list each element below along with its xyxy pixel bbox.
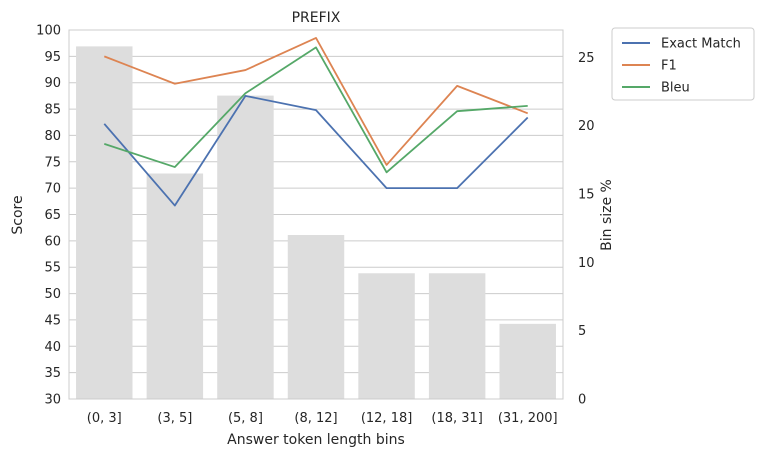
x-ticks: (0, 3] (3, 5] (5, 8] (8, 12] (12, 18] (18, 31… xyxy=(87,411,558,426)
bleu-line xyxy=(104,46,528,174)
y-tick-label: 90 xyxy=(44,76,61,91)
y-tick-label: 80 xyxy=(44,129,61,144)
bin-size-bar xyxy=(287,235,345,399)
y2-tick-label: 15 xyxy=(578,188,595,203)
bin-size-bar xyxy=(358,273,415,399)
y2-tick-label: 25 xyxy=(578,51,595,66)
bin-size-bar xyxy=(146,173,204,399)
bin-size-bar xyxy=(76,46,133,400)
bin-size-bars xyxy=(76,46,556,400)
y-tick-label: 55 xyxy=(44,261,61,276)
bin-size-bar xyxy=(499,323,556,399)
y-tick-label: 35 xyxy=(44,366,61,381)
chart-title: PREFIX xyxy=(292,10,341,26)
y-tick-label: 50 xyxy=(44,287,61,302)
x-tick-label: (3, 5] xyxy=(157,411,192,426)
legend-frame xyxy=(611,27,755,101)
y2-tick-label: 5 xyxy=(578,324,586,339)
left-y-ticks: 30 35 40 45 50 55 60 65 70 75 80 85 90 95 100 xyxy=(36,24,61,408)
bin-size-bar xyxy=(217,95,274,399)
right-y-ticks: 0 5 10 15 20 25 xyxy=(578,51,595,408)
f1-line xyxy=(103,37,529,166)
y-axis-label: Score xyxy=(10,195,26,234)
y2-tick-label: 20 xyxy=(578,119,595,134)
y-tick-label: 95 xyxy=(44,50,61,65)
x-tick-label: (5, 8] xyxy=(228,411,263,426)
y-tick-label: 45 xyxy=(44,313,61,328)
y-tick-label: 70 xyxy=(44,182,61,197)
y2-axis-label: Bin size % xyxy=(599,179,615,251)
y-tick-label: 65 xyxy=(44,208,61,223)
x-tick-label: (12, 18] xyxy=(361,411,413,426)
plot-frame xyxy=(68,29,564,400)
bin-size-bar xyxy=(428,273,486,399)
y-tick-label: 60 xyxy=(44,234,61,249)
y-tick-label: 30 xyxy=(44,393,61,408)
legend-label: F1 xyxy=(661,59,677,74)
x-axis-label: Answer token length bins xyxy=(227,432,405,448)
legend-label: Exact Match xyxy=(661,37,741,52)
legend-label: Bleu xyxy=(661,81,690,96)
x-tick-label: (31, 200] xyxy=(498,411,558,426)
x-tick-label: (0, 3] xyxy=(87,411,122,426)
x-tick-label: (8, 12] xyxy=(294,411,337,426)
y2-tick-label: 0 xyxy=(578,393,586,408)
score-lines xyxy=(103,37,529,207)
y2-tick-label: 10 xyxy=(578,256,595,271)
y-tick-label: 100 xyxy=(36,24,61,39)
y-tick-label: 40 xyxy=(44,340,61,355)
legend: Exact Match F1 Bleu xyxy=(611,27,755,101)
y-tick-label: 85 xyxy=(44,103,61,118)
y-tick-label: 75 xyxy=(44,155,61,170)
x-tick-label: (18, 31] xyxy=(431,411,483,426)
exact-match-line xyxy=(103,94,529,207)
